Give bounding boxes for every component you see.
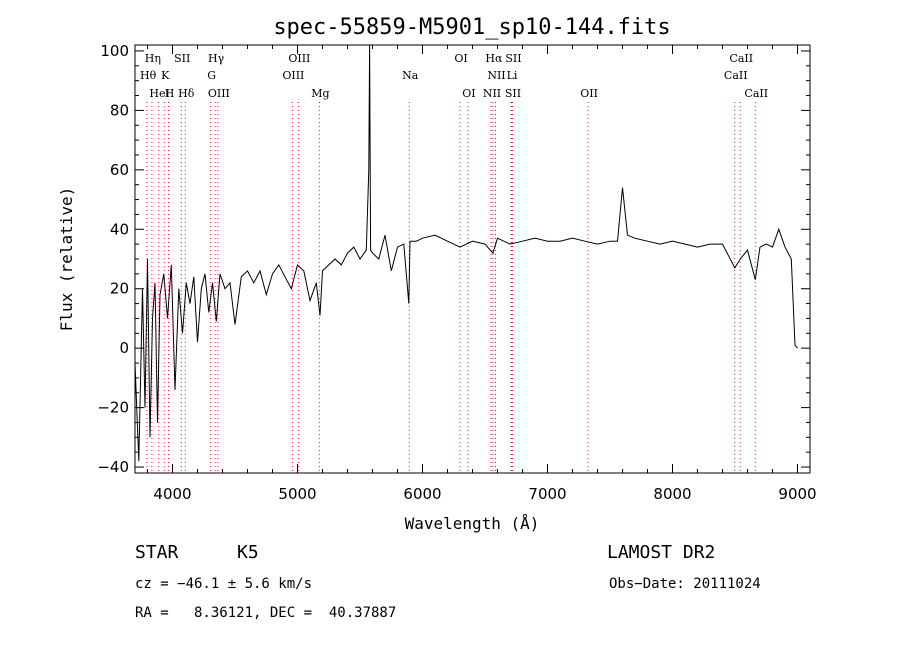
line-label: Li — [507, 69, 518, 82]
line-label: Hη — [145, 52, 161, 65]
line-label: OII — [580, 87, 598, 100]
x-tick-label: 7000 — [528, 485, 566, 503]
line-label: OIII — [282, 69, 304, 82]
y-tick-label: 80 — [110, 101, 129, 119]
y-tick-label: 100 — [100, 42, 129, 60]
x-tick-label: 4000 — [153, 485, 191, 503]
survey-name: LAMOST DR2 — [607, 542, 716, 563]
x-axis: 4000 5000 6000 7000 8000 9000 — [147, 45, 817, 503]
line-label: Mg — [311, 87, 329, 100]
line-label: OIII — [288, 52, 310, 65]
line-label: HeI — [149, 87, 169, 100]
line-label: CaII — [724, 69, 748, 82]
line-label: NII — [483, 87, 501, 100]
y-axis: −40 −20 0 20 40 60 80 100 — [97, 42, 810, 476]
x-tick-label: 6000 — [403, 485, 441, 503]
y-tick-label: 60 — [110, 161, 129, 179]
line-label: NII — [487, 69, 505, 82]
line-label: Hθ — [140, 69, 157, 82]
line-label: Hα — [485, 52, 503, 65]
sky-coordinates: RA = 8.36121, DEC = 40.37887 — [135, 605, 397, 621]
spectrum-series-line — [134, 44, 798, 462]
line-label: SII — [174, 52, 190, 65]
y-tick-label: 40 — [110, 220, 129, 238]
y-tick-label: 20 — [110, 280, 129, 298]
line-label: Hδ — [178, 87, 195, 100]
line-label: SII — [505, 52, 521, 65]
line-label: H — [165, 87, 175, 100]
x-tick-label: 5000 — [278, 485, 316, 503]
line-label: CaII — [729, 52, 753, 65]
y-axis-label: Flux (relative) — [57, 187, 76, 332]
redshift-velocity: cz = −46.1 ± 5.6 km/s — [135, 576, 313, 592]
observation-date: Obs−Date: 20111024 — [609, 576, 761, 592]
chart-title: spec-55859-M5901_sp10-144.fits — [273, 15, 670, 40]
x-tick-label: 9000 — [778, 485, 816, 503]
y-tick-label: −40 — [97, 458, 129, 476]
y-tick-label: −20 — [97, 399, 129, 417]
line-label: G — [207, 69, 216, 82]
x-axis-label: Wavelength (Å) — [405, 514, 540, 533]
line-label: Na — [402, 69, 419, 82]
plot-frame — [134, 44, 811, 474]
line-label: OI — [462, 87, 475, 100]
line-label: K — [161, 69, 170, 82]
line-label: Hγ — [208, 52, 225, 65]
object-class: STAR — [135, 542, 179, 563]
line-label: OI — [454, 52, 467, 65]
line-label: CaII — [744, 87, 768, 100]
line-label: OIII — [208, 87, 230, 100]
line-label: SII — [505, 87, 521, 100]
object-subclass: K5 — [237, 542, 259, 563]
x-tick-label: 8000 — [653, 485, 691, 503]
y-tick-label: 0 — [119, 339, 129, 357]
